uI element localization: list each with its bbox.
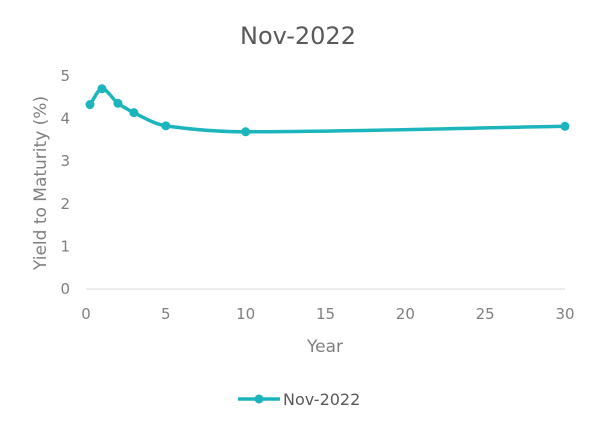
data-point xyxy=(85,100,95,110)
x-tick-label: 25 xyxy=(476,305,495,323)
y-tick-label: 4 xyxy=(60,110,70,128)
x-tick-label: 0 xyxy=(81,305,91,323)
data-point xyxy=(97,84,107,94)
x-axis-ticks: 0 5 10 15 20 25 30 xyxy=(81,305,574,323)
x-tick-label: 10 xyxy=(236,305,255,323)
y-tick-label: 0 xyxy=(60,280,70,298)
y-tick-label: 2 xyxy=(60,195,70,213)
series-line xyxy=(88,87,567,134)
x-tick-label: 5 xyxy=(161,305,171,323)
data-point xyxy=(241,127,251,137)
x-axis-label: Year xyxy=(306,337,343,357)
y-tick-label: 3 xyxy=(60,152,70,170)
data-point xyxy=(113,98,123,108)
data-point xyxy=(161,121,171,131)
legend: Nov-2022 xyxy=(238,390,360,409)
legend-dot-marker xyxy=(254,394,264,404)
data-point xyxy=(560,121,570,131)
series-layer xyxy=(85,84,570,137)
y-tick-label: 1 xyxy=(60,237,70,255)
x-tick-label: 20 xyxy=(396,305,415,323)
y-tick-label: 5 xyxy=(60,67,70,85)
x-tick-label: 15 xyxy=(316,305,335,323)
x-tick-label: 30 xyxy=(555,305,574,323)
y-axis-label: Yield to Maturity (%) xyxy=(31,96,51,271)
legend-label: Nov-2022 xyxy=(283,390,360,409)
chart-title: Nov-2022 xyxy=(240,22,356,50)
y-axis-ticks: 0 1 2 3 4 5 xyxy=(60,67,70,298)
data-point xyxy=(129,108,139,118)
